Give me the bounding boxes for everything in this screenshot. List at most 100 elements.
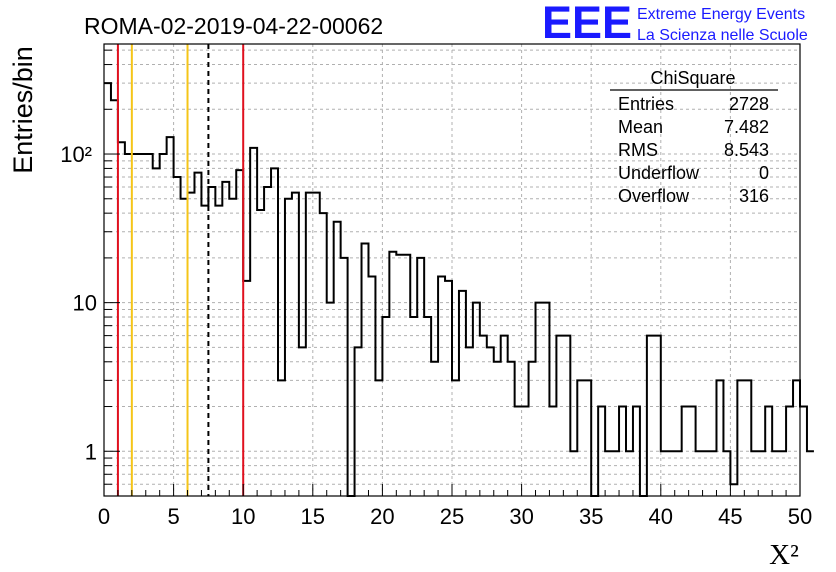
- histogram-bin: [417, 258, 424, 496]
- histogram-bin: [285, 199, 292, 496]
- histogram-bin: [487, 347, 494, 496]
- x-tick-label: 45: [718, 504, 742, 529]
- histogram-bin: [403, 255, 410, 496]
- histogram-bin: [243, 281, 250, 496]
- histogram-bin: [355, 347, 362, 496]
- histogram-bin: [807, 451, 814, 496]
- histogram-bin: [793, 380, 800, 496]
- histogram-bin: [730, 484, 737, 496]
- stats-row-value: 0: [759, 163, 769, 183]
- histogram-bars: [104, 82, 814, 497]
- histogram-bin: [375, 380, 382, 496]
- axis-ticks: 0 5 10 15 20 25 30 35 40 45 50 1 10 10²: [60, 49, 812, 529]
- histogram-bin: [772, 451, 779, 496]
- histogram-bin: [800, 407, 807, 496]
- histogram-bin: [473, 303, 480, 496]
- histogram-bin: [501, 336, 508, 496]
- histogram-bin: [515, 407, 522, 496]
- x-tick-label: 35: [579, 504, 603, 529]
- histogram-bin: [118, 142, 125, 496]
- stats-row-label: Entries: [618, 94, 674, 114]
- histogram-bin: [306, 193, 313, 496]
- stats-row-value: 2728: [729, 94, 769, 114]
- histogram-bin: [536, 303, 543, 496]
- histogram-bin: [563, 336, 570, 496]
- histogram-bin: [257, 210, 264, 496]
- histogram-bin: [466, 347, 473, 496]
- histogram-bin: [668, 451, 675, 496]
- histogram-bin: [765, 407, 772, 496]
- x-tick-label: 0: [98, 504, 110, 529]
- y-tick-label: 10²: [60, 142, 92, 167]
- histogram-bin: [250, 148, 257, 496]
- histogram-bin: [362, 244, 369, 496]
- histogram-bin: [723, 451, 730, 496]
- x-tick-label: 5: [167, 504, 179, 529]
- histogram-bin: [320, 213, 327, 496]
- histogram-bin: [779, 451, 786, 496]
- histogram-bin: [703, 451, 710, 496]
- histogram-outline: [104, 82, 814, 497]
- x-axis-label: X²: [769, 539, 799, 571]
- histogram-bin: [542, 303, 549, 496]
- histogram-bin: [396, 255, 403, 496]
- histogram-bin: [661, 451, 668, 496]
- x-tick-label: 30: [509, 504, 533, 529]
- histogram-bin: [633, 407, 640, 496]
- histogram-bin: [424, 317, 431, 496]
- histogram-bin: [368, 276, 375, 496]
- histogram-bin: [222, 182, 229, 496]
- histogram-bin: [160, 154, 167, 496]
- histogram-bin: [786, 407, 793, 496]
- histogram-bin: [389, 252, 396, 496]
- histogram-bin: [529, 362, 536, 496]
- histogram-bin: [452, 380, 459, 496]
- histogram-bin: [445, 281, 452, 496]
- histogram-bin: [181, 199, 188, 496]
- histogram-bin: [410, 317, 417, 496]
- histogram-bin: [605, 451, 612, 496]
- histogram-bin: [194, 173, 201, 496]
- histogram-bin: [382, 317, 389, 496]
- histogram-bin: [292, 193, 299, 496]
- histogram-bin: [737, 380, 744, 496]
- y-tick-label: 10: [73, 291, 97, 316]
- histogram-bin: [104, 83, 111, 496]
- logo-line-1: Extreme Energy Events: [637, 6, 805, 23]
- stats-row-value: 8.543: [724, 140, 769, 160]
- stats-row-value: 7.482: [724, 117, 769, 137]
- histogram-bin: [229, 199, 236, 496]
- stats-box-title: ChiSquare: [650, 68, 735, 88]
- histogram-bin: [626, 451, 633, 496]
- histogram-bin: [675, 451, 682, 496]
- histogram-bin: [153, 168, 160, 496]
- histogram-bin: [508, 362, 515, 496]
- x-tick-label: 20: [370, 504, 394, 529]
- histogram-bin: [201, 206, 208, 496]
- histogram-bin: [494, 362, 501, 496]
- histogram-bin: [341, 258, 348, 496]
- histogram-bin: [459, 291, 466, 496]
- histogram-bin: [689, 407, 696, 496]
- histogram-bin: [584, 380, 591, 496]
- histogram-bin: [236, 170, 243, 496]
- x-tick-label: 10: [231, 504, 255, 529]
- y-tick-label: 1: [85, 439, 97, 464]
- threshold-lines: [116, 44, 245, 496]
- histogram-bin: [598, 407, 605, 496]
- histogram-bin: [556, 336, 563, 496]
- histogram-bin: [208, 187, 215, 496]
- histogram-bin: [327, 303, 334, 496]
- histogram-bin: [313, 193, 320, 496]
- histogram-bin: [431, 362, 438, 496]
- histogram-bin: [299, 347, 306, 496]
- stats-row-label: Overflow: [618, 186, 690, 206]
- histogram-bin: [654, 336, 661, 496]
- histogram-bin: [619, 407, 626, 496]
- histogram-bin: [188, 193, 195, 496]
- histogram-bin: [696, 451, 703, 496]
- histogram-bin: [612, 451, 619, 496]
- histogram-bin: [264, 187, 271, 496]
- histogram-bin: [710, 451, 717, 496]
- histogram-bin: [751, 451, 758, 496]
